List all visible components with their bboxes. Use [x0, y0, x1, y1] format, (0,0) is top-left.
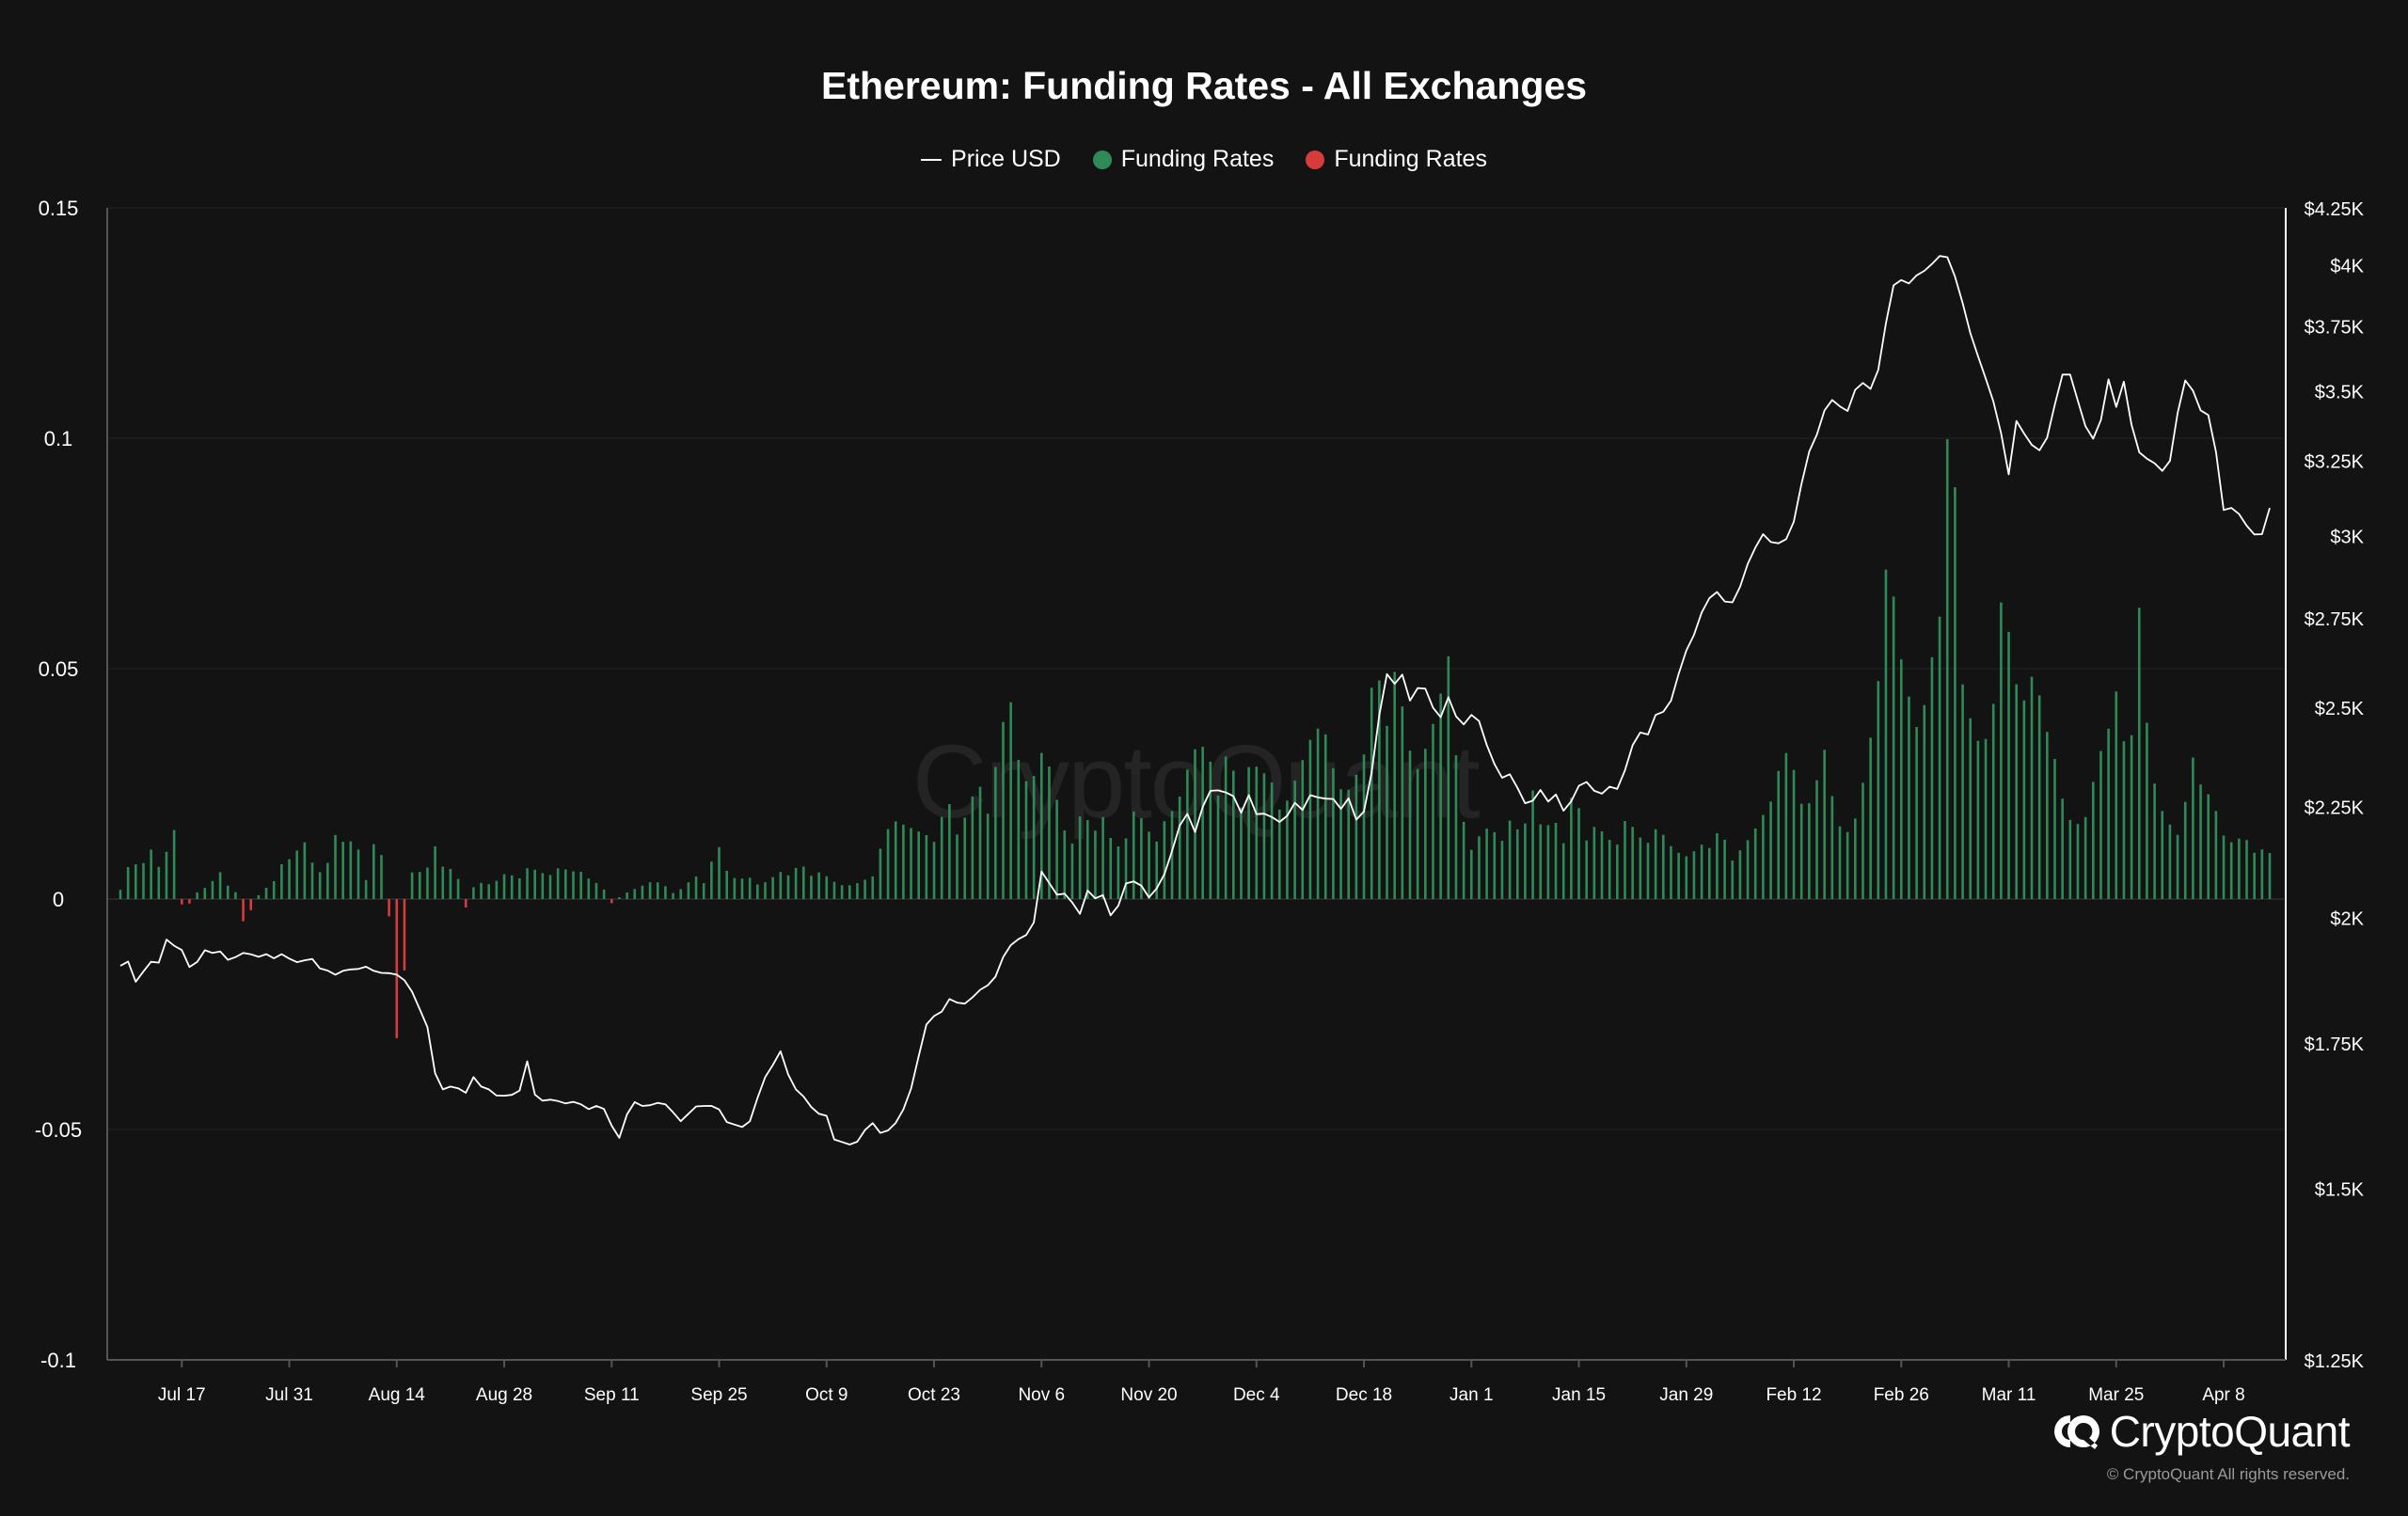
x-tick-label: Sep 25	[690, 1385, 747, 1405]
x-tick-label: Jan 1	[1450, 1385, 1493, 1405]
legend-item-price[interactable]: Price USD	[921, 146, 1061, 173]
cryptoquant-logo-icon	[2053, 1415, 2099, 1449]
x-tick-label: Feb 12	[1766, 1385, 1821, 1405]
x-tick-label: Aug 14	[369, 1385, 426, 1405]
x-tick-label: Sep 11	[584, 1385, 640, 1405]
x-tick-label: Dec 4	[1233, 1385, 1280, 1405]
y-right-tick-label: $1.75K	[2305, 1034, 2365, 1055]
cryptoquant-brand: CryptoQuant	[2046, 1406, 2351, 1457]
y-right-tick-label: $2.5K	[2315, 699, 2365, 719]
x-tick-label: Jul 17	[158, 1385, 206, 1405]
y-right-tick-label: $3.25K	[2305, 452, 2365, 473]
y-left-tick-label: 0.15	[39, 197, 79, 220]
cryptoquant-watermark: CryptoQuant	[912, 722, 1481, 842]
y-left-tick-label: -0.1	[40, 1349, 76, 1372]
x-tick-label: Jul 31	[265, 1385, 313, 1405]
legend: Price USD Funding Rates Funding Rates	[0, 146, 2408, 173]
y-left-tick-label: 0.05	[39, 657, 79, 681]
x-tick-label: Dec 18	[1336, 1385, 1392, 1405]
y-left-tick-label: 0	[53, 888, 64, 911]
legend-item-funding-negative[interactable]: Funding Rates	[1306, 146, 1487, 173]
y-right-tick-label: $3.75K	[2305, 317, 2365, 338]
legend-item-funding-positive[interactable]: Funding Rates	[1092, 146, 1275, 173]
y-right-tick-label: $1.25K	[2305, 1351, 2365, 1372]
x-tick-label: Oct 23	[908, 1385, 960, 1405]
y-right-tick-label: $3K	[2330, 528, 2364, 548]
chart-title: Ethereum: Funding Rates - All Exchanges	[820, 64, 1588, 107]
x-tick-label: Nov 20	[1120, 1385, 1177, 1405]
x-tick-label: Mar 11	[1982, 1385, 2036, 1405]
line-marker-icon	[921, 158, 943, 161]
x-tick-label: Oct 9	[805, 1385, 848, 1405]
red-dot-icon	[1306, 150, 1325, 169]
y-left-tick-label: -0.05	[35, 1118, 82, 1142]
x-tick-label: Feb 26	[1874, 1385, 1929, 1405]
y-right-tick-label: $3.5K	[2315, 382, 2365, 403]
legend-label-price: Price USD	[951, 146, 1061, 172]
y-left-tick-label: 0.1	[44, 427, 73, 450]
x-tick-label: Nov 6	[1018, 1385, 1065, 1405]
y-right-tick-label: $4K	[2330, 257, 2364, 277]
copyright-notice: © CryptoQuant All rights reserved.	[2106, 1465, 2350, 1483]
y-right-tick-label: $4.25K	[2305, 199, 2365, 220]
y-right-tick-label: $2.25K	[2305, 798, 2365, 819]
legend-label-funding-positive: Funding Rates	[1120, 146, 1275, 172]
legend-label-funding-negative: Funding Rates	[1334, 146, 1487, 172]
y-right-tick-label: $2K	[2330, 909, 2364, 930]
brand-name: CryptoQuant	[2109, 1407, 2351, 1456]
y-right-tick-label: $1.5K	[2315, 1179, 2365, 1200]
price-usd-line	[119, 255, 2271, 1145]
x-tick-label: Jan 29	[1659, 1385, 1713, 1405]
green-dot-icon	[1092, 150, 1112, 169]
x-tick-label: Aug 28	[476, 1385, 532, 1405]
x-tick-label: Mar 25	[2088, 1385, 2144, 1405]
x-tick-label: Apr 8	[2202, 1385, 2244, 1405]
x-tick-label: Jan 15	[1552, 1385, 1606, 1405]
y-right-tick-label: $2.75K	[2305, 609, 2365, 630]
